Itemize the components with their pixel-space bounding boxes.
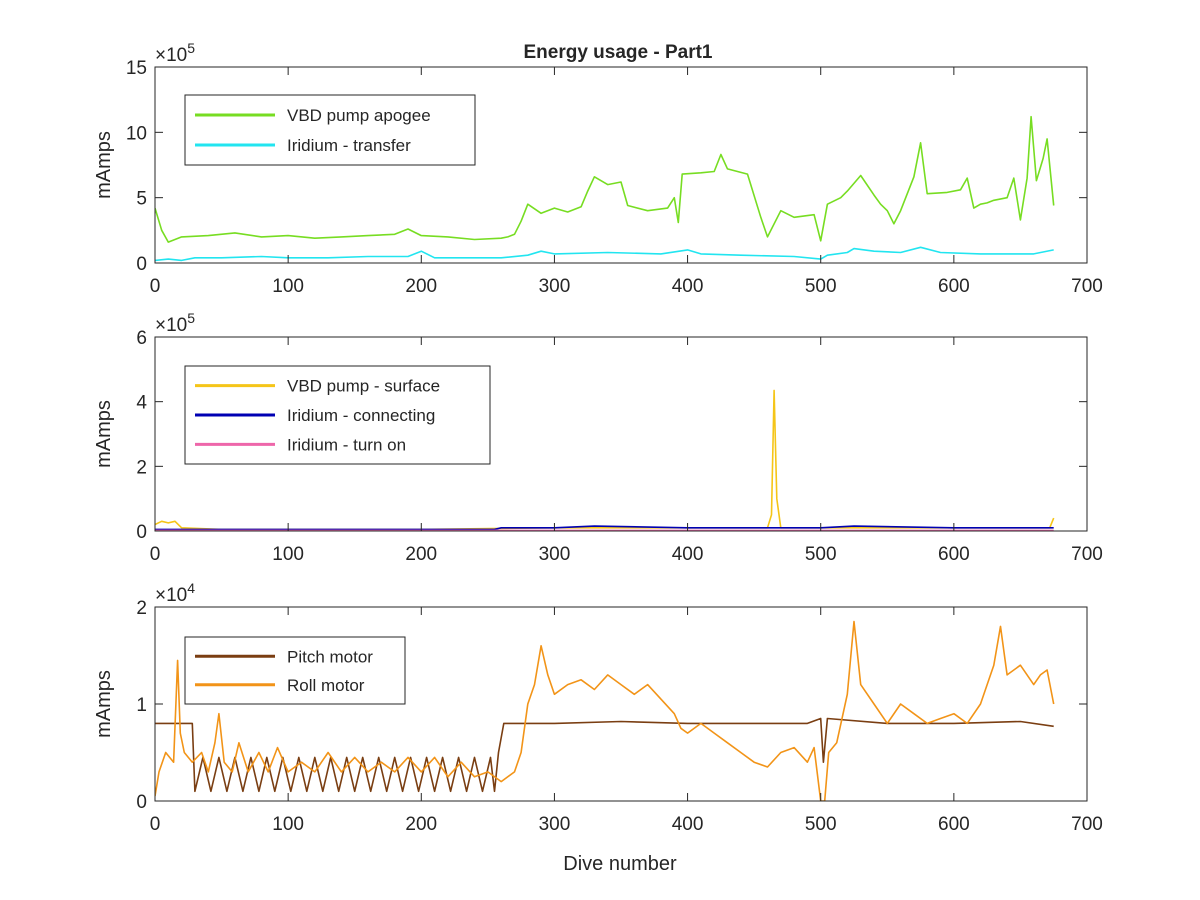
panel-1: 0 100 200 300 400 500 600 700 0 5 10 15 ×105 mAmps VBD… [93,40,1103,297]
legend: Pitch motor Roll motor [184,636,406,705]
legend: VBD pump - surface Iridium - connecting Ir… [184,365,491,465]
series-line-2 [155,246,1054,262]
figure-title: Energy usage - Part1 [523,42,712,63]
x-axis-label: Dive number [563,853,677,875]
axes-box [154,66,1088,264]
series-line-2 [155,620,1055,801]
legend-label: Roll motor [287,676,365,695]
y-exponent-label: ×105 [155,310,195,336]
legend-label: VBD pump - surface [287,377,440,396]
x-tick-label: 600 [938,276,970,297]
legend-label: Iridium - turn on [287,435,406,454]
panel-2: 0 100 200 300 400 500 600 700 0 2 4 6 ×105 mAmps VBD p… [93,310,1103,565]
y-tick-label: 2 [136,598,147,619]
y-tick-label: 4 [136,393,147,414]
y-tick-label: 0 [136,254,147,275]
x-tick-label: 100 [272,276,304,297]
y-tick-label: 0 [136,522,147,543]
y-exponent-label: ×104 [155,580,195,606]
legend-label: VBD pump apogee [287,106,431,125]
x-tick-label: 200 [405,814,437,835]
x-tick-label: 500 [805,544,837,565]
x-tick-label: 100 [272,544,304,565]
legend-label: Pitch motor [287,647,373,666]
x-tick-label: 400 [672,544,704,565]
x-tick-label: 500 [805,814,837,835]
series-group [155,620,1055,801]
x-tick-label: 0 [150,276,161,297]
x-tick-label: 200 [405,544,437,565]
axes-box [154,336,1088,532]
x-tick-label: 600 [938,814,970,835]
x-tick-label: 0 [150,814,161,835]
x-tick-label: 600 [938,544,970,565]
y-tick-label: 10 [126,123,147,144]
series-line-1 [155,115,1055,243]
y-axis-label: mAmps [93,400,115,468]
legend-label: Iridium - connecting [287,406,435,425]
y-axis-label: mAmps [93,131,115,199]
y-tick-label: 5 [136,189,147,210]
x-tick-label: 0 [150,544,161,565]
legend-box [184,94,476,166]
x-tick-label: 400 [672,814,704,835]
x-tick-label: 300 [539,814,571,835]
y-tick-label: 2 [136,457,147,478]
panel-3: 0 100 200 300 400 500 600 700 0 1 2 ×104 mAmps Pitch … [93,580,1103,835]
y-tick-label: 15 [126,58,147,79]
x-tick-label: 700 [1071,276,1103,297]
x-tick-label: 500 [805,276,837,297]
y-exponent-label: ×105 [155,40,195,66]
series-line-2 [155,525,1054,531]
x-tick-label: 700 [1071,544,1103,565]
x-tick-label: 300 [539,544,571,565]
x-tick-label: 200 [405,276,437,297]
legend: VBD pump apogee Iridium - transfer [184,94,476,166]
x-tick-label: 100 [272,814,304,835]
y-tick-label: 0 [136,792,147,813]
legend-label: Iridium - transfer [287,136,411,155]
y-tick-label: 6 [136,328,147,349]
x-tick-label: 300 [539,276,571,297]
x-tick-label: 400 [672,276,704,297]
series-line-1 [155,717,1054,793]
legend-box [184,636,406,705]
x-tick-label: 700 [1071,814,1103,835]
y-axis-label: mAmps [93,670,115,738]
series-group [155,115,1055,262]
y-tick-label: 1 [136,695,147,716]
